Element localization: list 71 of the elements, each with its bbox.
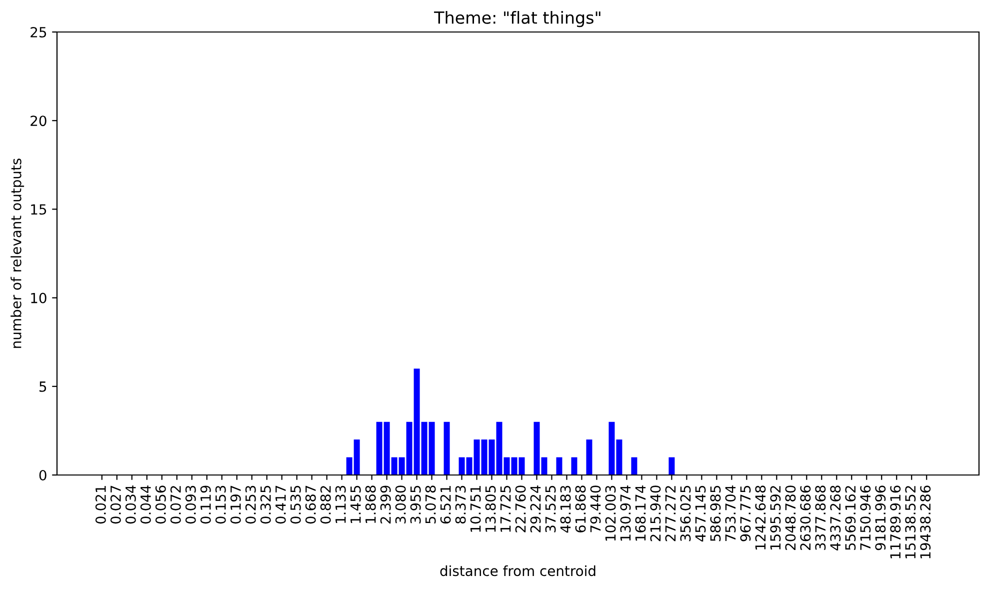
chart-title: Theme: "flat things" [434,11,600,28]
x-tick-label: 1.455 [350,486,361,523]
x-tick-label: 79.440 [590,486,601,532]
x-tick-label: 1.133 [335,486,346,523]
x-tick-label: 0.253 [245,486,256,524]
x-tick-label: 0.072 [170,486,181,524]
x-tick-label: 0.882 [320,486,331,524]
x-tick-label: 0.044 [140,486,151,524]
x-tick-label: 0.093 [185,486,196,524]
x-tick-label: 10.751 [470,486,481,532]
x-tick-label: 130.974 [620,486,631,541]
y-tick-label: 20 [30,116,46,126]
x-tick-label: 457.145 [695,486,706,542]
x-tick-label: 168.174 [635,486,646,541]
x-tick-label: 2.399 [380,486,391,524]
x-tick-label: 5.078 [425,486,436,524]
x-tick-label: 4337.268 [830,486,841,550]
x-tick-label: 61.868 [575,486,586,532]
bar [556,457,562,475]
x-tick-label: 15138.552 [905,486,916,558]
bar [668,457,675,475]
x-tick-label: 1242.648 [755,486,766,550]
x-tick-label: 0.027 [110,486,121,524]
x-tick-label: 13.805 [485,486,496,532]
x-tick-label: 2630.686 [800,486,811,550]
x-tick-label: 0.119 [200,486,211,524]
x-tick-label: 0.325 [260,486,271,524]
x-tick-label: 0.034 [125,486,136,524]
x-tick-label: 0.417 [275,486,286,524]
bar [631,457,638,475]
bar [586,440,592,475]
bar [444,422,450,475]
x-tick-label: 277.272 [665,486,676,542]
x-tick-label: 8.373 [455,486,466,524]
x-tick-label: 753.704 [725,486,736,542]
x-tick-label: 19438.286 [920,486,931,558]
x-tick-label: 102.003 [605,486,616,541]
x-tick-label: 967.775 [740,486,751,542]
x-tick-label: 1.868 [365,486,376,523]
x-tick-label: 11789.916 [890,486,901,558]
x-tick-label: 9181.996 [875,486,886,550]
y-tick-label: 10 [31,292,46,304]
y-tick-label: 25 [30,26,46,38]
x-tick-label: 22.760 [515,486,526,532]
x-tick-label: 6.521 [440,486,451,524]
x-tick-label: 586.985 [710,486,721,542]
x-tick-label: 0.153 [215,486,226,524]
x-tick-label: 3.080 [395,486,406,524]
x-tick-label: 0.197 [230,486,241,524]
y-tick-label: 15 [31,204,46,215]
bar [571,457,578,475]
x-tick-label: 0.056 [155,486,166,524]
x-tick-label: 2048.780 [785,486,796,550]
x-tick-label: 7150.946 [860,486,871,550]
x-tick-label: 3.955 [410,486,421,524]
x-tick-label: 5569.162 [845,486,856,550]
x-tick-label: 0.535 [290,486,301,524]
x-tick-label: 48.183 [560,486,571,533]
x-tick-label: 0.687 [305,486,316,524]
y-tick-label: 5 [40,382,46,392]
x-tick-label: 17.725 [500,486,511,532]
x-tick-label: 3377.868 [815,486,826,550]
x-tick-label: 29.224 [530,486,541,532]
y-tick-label: 0 [39,470,46,480]
x-tick-label: 0.021 [95,486,106,524]
x-axis-title: distance from centroid [440,565,596,576]
x-tick-label: 215.940 [650,486,661,542]
y-axis-title: number of relevant outputs [10,158,24,348]
x-tick-label: 1595.592 [770,486,781,550]
x-tick-label: 37.525 [545,486,556,532]
x-tick-label: 356.025 [680,486,691,542]
